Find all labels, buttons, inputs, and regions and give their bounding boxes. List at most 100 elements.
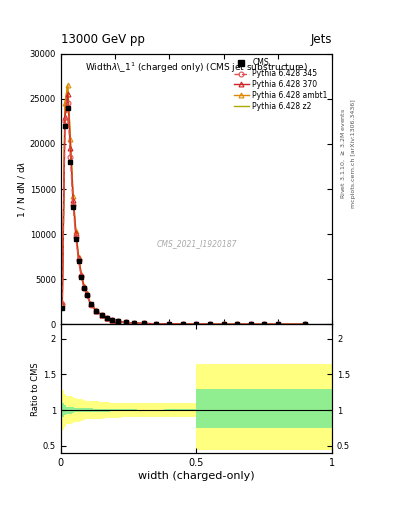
Pythia 6.428 370 — [221, 321, 226, 327]
Pythia 6.428 345 — [84, 292, 89, 298]
Line: Pythia 6.428 ambt1: Pythia 6.428 ambt1 — [60, 83, 307, 327]
CMS — [76, 258, 81, 264]
Pythia 6.428 ambt1 — [181, 321, 185, 327]
Line: Pythia 6.428 345: Pythia 6.428 345 — [60, 101, 307, 327]
Pythia 6.428 370 — [60, 301, 64, 307]
Pythia 6.428 370 — [141, 321, 146, 327]
Pythia 6.428 ambt1 — [65, 82, 70, 89]
CMS — [235, 321, 239, 327]
Pythia 6.428 370 — [88, 302, 93, 308]
CMS — [105, 315, 109, 321]
Pythia 6.428 ambt1 — [60, 298, 64, 305]
CMS — [303, 321, 307, 327]
Pythia 6.428 z2 — [94, 307, 99, 313]
Pythia 6.428 z2 — [79, 271, 84, 277]
CMS — [88, 302, 93, 308]
CMS — [262, 321, 266, 327]
Pythia 6.428 ambt1 — [141, 321, 146, 327]
Pythia 6.428 370 — [208, 321, 212, 327]
Pythia 6.428 ambt1 — [76, 253, 81, 260]
CMS — [110, 317, 115, 323]
Pythia 6.428 z2 — [221, 321, 226, 327]
Pythia 6.428 ambt1 — [221, 321, 226, 327]
Pythia 6.428 345 — [116, 318, 120, 324]
Pythia 6.428 z2 — [71, 193, 75, 199]
Pythia 6.428 ambt1 — [124, 319, 129, 326]
Pythia 6.428 370 — [62, 114, 67, 120]
Pythia 6.428 z2 — [124, 319, 129, 326]
Pythia 6.428 370 — [84, 291, 89, 297]
Pythia 6.428 345 — [248, 321, 253, 327]
Pythia 6.428 z2 — [84, 290, 89, 296]
Pythia 6.428 ambt1 — [62, 100, 67, 106]
Pythia 6.428 370 — [235, 321, 239, 327]
Pythia 6.428 345 — [62, 118, 67, 124]
Pythia 6.428 ambt1 — [88, 301, 93, 307]
Pythia 6.428 ambt1 — [73, 227, 78, 233]
Pythia 6.428 345 — [153, 321, 158, 327]
Pythia 6.428 370 — [124, 319, 129, 326]
Pythia 6.428 z2 — [303, 321, 307, 327]
Pythia 6.428 z2 — [153, 321, 158, 327]
Pythia 6.428 ambt1 — [110, 317, 115, 323]
Pythia 6.428 z2 — [65, 82, 70, 89]
Pythia 6.428 345 — [141, 321, 146, 327]
Pythia 6.428 345 — [73, 234, 78, 240]
Pythia 6.428 z2 — [116, 318, 120, 324]
CMS — [275, 321, 280, 327]
CMS — [221, 321, 226, 327]
Pythia 6.428 ambt1 — [235, 321, 239, 327]
Legend: CMS, Pythia 6.428 345, Pythia 6.428 370, Pythia 6.428 ambt1, Pythia 6.428 z2: CMS, Pythia 6.428 345, Pythia 6.428 370,… — [231, 56, 330, 113]
Pythia 6.428 z2 — [275, 321, 280, 327]
Pythia 6.428 345 — [82, 285, 86, 291]
Pythia 6.428 370 — [110, 317, 115, 323]
Pythia 6.428 ambt1 — [82, 283, 86, 289]
Pythia 6.428 345 — [105, 315, 109, 321]
Pythia 6.428 z2 — [262, 321, 266, 327]
Line: Pythia 6.428 370: Pythia 6.428 370 — [60, 92, 307, 327]
Pythia 6.428 370 — [73, 230, 78, 236]
Pythia 6.428 370 — [248, 321, 253, 327]
CMS — [73, 236, 78, 242]
Pythia 6.428 z2 — [73, 227, 78, 233]
Pythia 6.428 z2 — [88, 301, 93, 307]
Pythia 6.428 345 — [132, 320, 136, 326]
CMS — [79, 274, 84, 281]
Pythia 6.428 370 — [275, 321, 280, 327]
Pythia 6.428 345 — [94, 308, 99, 314]
Pythia 6.428 345 — [68, 155, 73, 161]
Pythia 6.428 ambt1 — [105, 315, 109, 321]
Pythia 6.428 ambt1 — [71, 193, 75, 199]
Pythia 6.428 ambt1 — [84, 290, 89, 296]
Y-axis label: 1 / $\mathrm{N}$ d$\mathrm{N}$ / d$\lambda$: 1 / $\mathrm{N}$ d$\mathrm{N}$ / d$\lamb… — [16, 160, 27, 218]
Text: mcplots.cern.ch [arXiv:1306.3436]: mcplots.cern.ch [arXiv:1306.3436] — [351, 99, 356, 208]
Pythia 6.428 345 — [71, 202, 75, 208]
Pythia 6.428 z2 — [68, 136, 73, 142]
Pythia 6.428 370 — [79, 272, 84, 278]
Pythia 6.428 z2 — [62, 100, 67, 106]
Pythia 6.428 345 — [275, 321, 280, 327]
Pythia 6.428 345 — [76, 257, 81, 263]
Text: 13000 GeV pp: 13000 GeV pp — [61, 33, 145, 46]
CMS — [167, 321, 172, 327]
Pythia 6.428 ambt1 — [262, 321, 266, 327]
CMS — [62, 123, 67, 129]
Pythia 6.428 370 — [116, 318, 120, 324]
Pythia 6.428 345 — [208, 321, 212, 327]
Pythia 6.428 z2 — [181, 321, 185, 327]
Pythia 6.428 370 — [181, 321, 185, 327]
Pythia 6.428 345 — [60, 302, 64, 308]
Pythia 6.428 370 — [132, 320, 136, 326]
Pythia 6.428 345 — [181, 321, 185, 327]
Pythia 6.428 z2 — [167, 321, 172, 327]
Pythia 6.428 370 — [94, 308, 99, 314]
Text: CMS_2021_I1920187: CMS_2021_I1920187 — [156, 239, 237, 248]
Pythia 6.428 370 — [76, 255, 81, 262]
CMS — [153, 321, 158, 327]
Pythia 6.428 z2 — [208, 321, 212, 327]
Pythia 6.428 z2 — [60, 298, 64, 305]
Pythia 6.428 345 — [167, 321, 172, 327]
CMS — [71, 204, 75, 210]
Pythia 6.428 370 — [82, 284, 86, 290]
Pythia 6.428 370 — [105, 315, 109, 321]
